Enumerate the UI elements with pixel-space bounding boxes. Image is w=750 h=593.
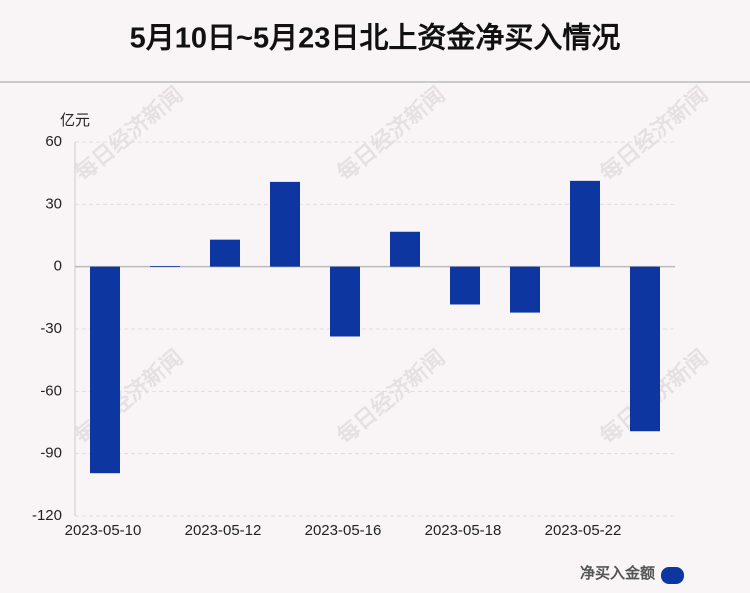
y-tick-label: -60 xyxy=(40,382,62,399)
x-tick-label: 2023-05-16 xyxy=(305,522,382,539)
x-tick-label: 2023-05-22 xyxy=(545,522,622,539)
bar xyxy=(390,231,420,267)
bar xyxy=(450,266,480,305)
bar xyxy=(210,239,240,267)
bar xyxy=(270,181,300,267)
y-tick-label: 0 xyxy=(54,258,62,275)
x-tick-label: 2023-05-10 xyxy=(65,522,142,539)
bar xyxy=(90,266,120,474)
chart-title: 5月10日~5月23日北上资金净买入情况 xyxy=(130,21,621,55)
y-tick-label: -90 xyxy=(40,445,62,462)
bar xyxy=(330,266,360,337)
y-tick-label: 60 xyxy=(45,133,62,150)
bar xyxy=(570,180,600,267)
bar xyxy=(630,266,660,432)
x-tick-label: 2023-05-18 xyxy=(425,522,502,539)
y-tick-label: 30 xyxy=(45,195,62,212)
legend-swatch xyxy=(661,567,684,584)
y-unit: 亿元 xyxy=(60,112,90,129)
bar xyxy=(510,266,540,313)
y-tick-label: -30 xyxy=(40,320,62,337)
y-tick-label: -120 xyxy=(32,507,62,524)
x-tick-label: 2023-05-12 xyxy=(185,522,262,539)
legend-label: 净买入金额 xyxy=(580,564,655,582)
bar xyxy=(150,266,180,267)
